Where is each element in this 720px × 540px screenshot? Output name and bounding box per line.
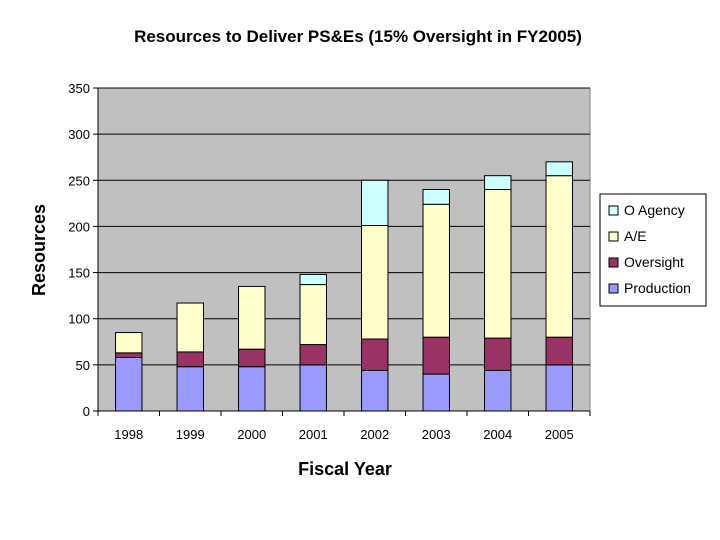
bar-segment-o-agency-2005 — [545, 161, 573, 177]
x-tick-label: 1998 — [114, 427, 143, 442]
bar-segment-a-e-1999 — [176, 302, 204, 353]
legend-label: O Agency — [624, 202, 685, 218]
bar-segment-a-e-2003 — [422, 203, 450, 338]
x-tick-label: 2003 — [422, 427, 451, 442]
bar-segment-a-e-2001 — [299, 284, 327, 346]
x-axis-ticks: 1998 1999 2000 2001 2002 2003 2004 2005 — [97, 88, 591, 442]
bar-segment-o-agency-2004 — [484, 175, 512, 191]
x-tick-label: 1999 — [176, 427, 205, 442]
bar-segment-oversight-2000 — [238, 348, 266, 368]
bar-segment-production-2001 — [299, 364, 327, 412]
legend-swatch — [608, 205, 619, 216]
bar-segment-production-2004 — [484, 369, 512, 412]
legend-label: Oversight — [624, 254, 684, 270]
bar-segment-oversight-1998 — [115, 352, 143, 358]
bar-segment-production-2002 — [361, 369, 389, 412]
legend-label: Production — [624, 280, 691, 296]
bar-segment-production-1999 — [176, 366, 204, 412]
y-axis-ticks: 0 50 100 150 200 250 300 350 — [68, 81, 98, 419]
y-tick-label: 0 — [83, 404, 90, 419]
y-tick-label: 250 — [68, 173, 90, 188]
x-tick-label: 2005 — [545, 427, 574, 442]
x-axis-title: Fiscal Year — [298, 459, 392, 479]
plot-area — [97, 87, 591, 412]
bar-segment-production-1998 — [115, 356, 143, 412]
plot-background — [97, 87, 591, 412]
bar-segment-oversight-2002 — [361, 338, 389, 371]
bar-segment-a-e-1998 — [115, 332, 143, 354]
bar-segment-oversight-2005 — [545, 336, 573, 366]
bar-segment-a-e-2000 — [238, 285, 266, 350]
x-tick-label: 2000 — [237, 427, 266, 442]
bar-segment-oversight-1999 — [176, 351, 204, 368]
legend-label: A/E — [624, 228, 647, 244]
bar-segment-a-e-2002 — [361, 225, 389, 340]
legend: O Agency A/E Oversight Production — [599, 193, 707, 307]
legend-swatch — [608, 283, 619, 294]
bar-segment-production-2000 — [238, 366, 266, 412]
chart-title: Resources to Deliver PS&Es (15% Oversigh… — [134, 27, 582, 46]
y-tick-label: 50 — [76, 358, 90, 373]
y-tick-label: 200 — [68, 219, 90, 234]
bar-segment-a-e-2004 — [484, 189, 512, 339]
bar-segment-production-2005 — [545, 364, 573, 412]
bar-segment-o-agency-2003 — [422, 189, 450, 205]
x-tick-label: 2004 — [483, 427, 512, 442]
bar-segment-oversight-2003 — [422, 336, 450, 375]
y-tick-label: 100 — [68, 312, 90, 327]
bar-segment-oversight-2004 — [484, 337, 512, 371]
y-axis-title: Resources — [29, 204, 49, 296]
bar-segment-o-agency-2002 — [361, 179, 389, 227]
x-tick-label: 2002 — [360, 427, 389, 442]
bar-segment-oversight-2001 — [299, 344, 327, 366]
x-tick-label: 2001 — [299, 427, 328, 442]
y-tick-label: 350 — [68, 81, 90, 96]
y-tick-label: 300 — [68, 127, 90, 142]
bar-segment-a-e-2005 — [545, 175, 573, 338]
y-tick-label: 150 — [68, 266, 90, 281]
legend-swatch — [608, 257, 619, 268]
bars — [115, 161, 573, 412]
bar-segment-production-2003 — [422, 373, 450, 412]
bar-segment-o-agency-2001 — [299, 273, 327, 286]
legend-swatch — [608, 231, 619, 242]
